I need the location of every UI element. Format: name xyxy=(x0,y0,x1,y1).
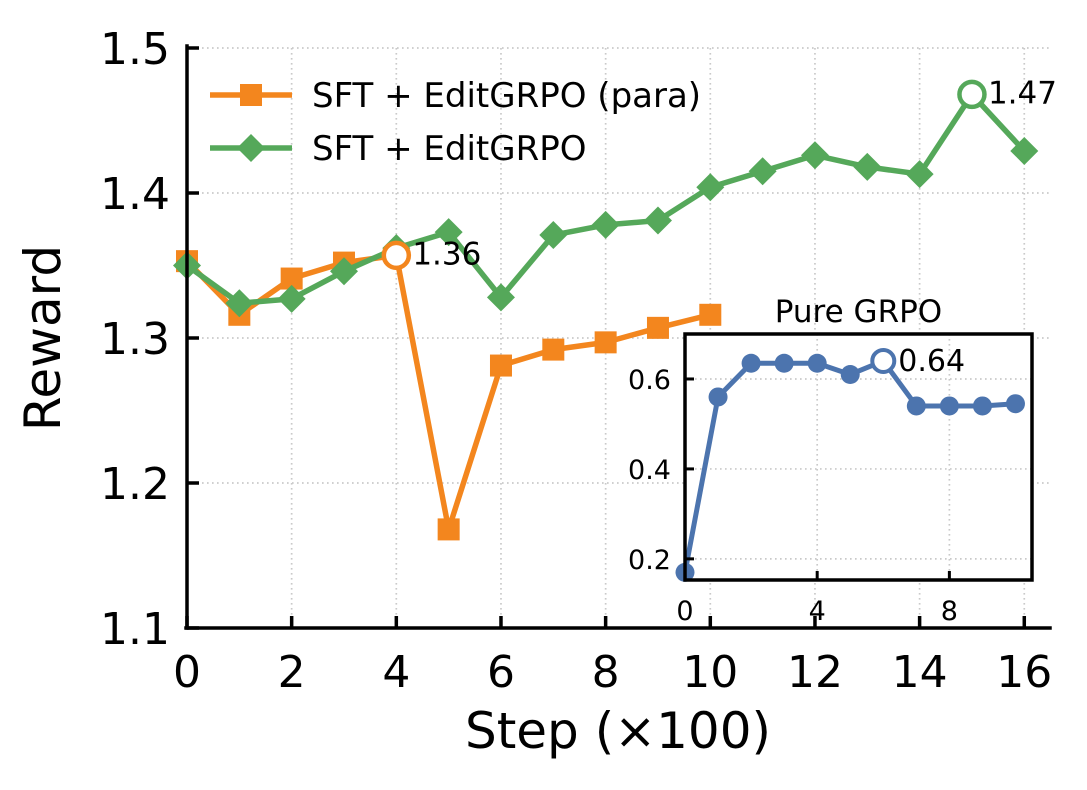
inset-marker-10 xyxy=(1005,394,1025,414)
series-1-marker-9 xyxy=(643,206,672,235)
series-0-marker-7 xyxy=(542,338,565,361)
inset-marker-1 xyxy=(708,387,728,407)
main-axes: 0 2 4 6 8 10 12 14 16 1.1 1.2 1.3 1.4 1.5 Step (×100) R… xyxy=(14,24,1052,760)
x-tick-label-10: 10 xyxy=(682,647,738,698)
series-1-marker-6 xyxy=(486,283,515,312)
y-tick-label-1.3: 1.3 xyxy=(100,314,170,365)
inset-marker-7 xyxy=(906,396,926,416)
inset-y-tick-label-0.6: 0.6 xyxy=(628,365,671,396)
legend: SFT + EditGRPO (para) SFT + EditGRPO xyxy=(210,76,701,169)
x-tick-label-16: 16 xyxy=(996,647,1052,698)
inset-x-tick-label-0: 0 xyxy=(676,596,693,627)
series-0-marker-5 xyxy=(437,518,460,541)
x-tick-label-2: 2 xyxy=(278,647,306,698)
series-0-marker-10 xyxy=(699,303,722,326)
y-tick-label-1.2: 1.2 xyxy=(100,459,170,510)
inset-x-tick-label-4: 4 xyxy=(809,596,826,627)
inset-marker-9 xyxy=(972,396,992,416)
series-0-marker-8 xyxy=(594,331,617,354)
series-1-marker-11 xyxy=(748,157,777,186)
legend-label-1: SFT + EditGRPO xyxy=(312,129,587,169)
series-1-marker-8 xyxy=(591,210,620,239)
x-tick-label-8: 8 xyxy=(592,647,620,698)
x-tick-label-12: 12 xyxy=(787,647,843,698)
legend-marker-0 xyxy=(240,84,262,106)
series-1-marker-3 xyxy=(329,257,358,286)
annotation-0: 1.36 xyxy=(412,236,481,272)
series-1-marker-12 xyxy=(800,141,829,170)
legend-label-0: SFT + EditGRPO (para) xyxy=(312,76,701,116)
inset-title: Pure GRPO xyxy=(775,294,942,330)
series-1-marker-2 xyxy=(277,284,306,313)
series-0-marker-2 xyxy=(280,267,303,290)
inset-marker-3 xyxy=(774,353,794,373)
legend-item-1: SFT + EditGRPO xyxy=(210,129,587,169)
series-1-marker-7 xyxy=(539,221,568,250)
highlight-circle-0 xyxy=(381,240,412,271)
inset-marker-2 xyxy=(741,353,761,373)
annotation-1: 1.47 xyxy=(988,75,1057,111)
inset-chart: 0.64 0 4 8 0.2 0.4 0.6 Pure GRPO xyxy=(628,294,1034,627)
series-1-marker-1 xyxy=(225,289,254,318)
series-0-marker-9 xyxy=(646,316,669,339)
y-tick-label-1.4: 1.4 xyxy=(100,169,170,220)
inset-annotation: 0.64 xyxy=(898,344,965,379)
highlight-circle-1 xyxy=(957,79,987,110)
inset-marker-8 xyxy=(939,396,959,416)
y-tick-label-1.1: 1.1 xyxy=(100,604,170,655)
inset-y-tick-label-0.4: 0.4 xyxy=(628,455,671,486)
legend-marker-1 xyxy=(237,134,265,162)
series-0-marker-6 xyxy=(489,354,512,377)
x-tick-label-14: 14 xyxy=(892,647,948,698)
series-1-marker-14 xyxy=(905,160,934,189)
x-tick-label-4: 4 xyxy=(382,647,410,698)
x-tick-label-6: 6 xyxy=(487,647,515,698)
inset-marker-4 xyxy=(807,353,827,373)
y-tick-label-1.5: 1.5 xyxy=(100,24,170,75)
series-1-marker-16 xyxy=(1010,136,1039,165)
series-1-marker-5 xyxy=(434,218,463,247)
inset-x-tick-label-8: 8 xyxy=(941,596,958,627)
legend-item-0: SFT + EditGRPO (para) xyxy=(210,76,701,116)
series-1-marker-10 xyxy=(696,173,725,202)
inset-border xyxy=(683,332,1034,582)
x-tick-label-0: 0 xyxy=(173,647,201,698)
inset-highlight-circle xyxy=(870,347,897,374)
x-axis-label: Step (×100) xyxy=(465,702,771,760)
series-1-marker-13 xyxy=(853,152,882,181)
inset-y-tick-label-0.2: 0.2 xyxy=(628,545,671,576)
y-axis-label: Reward xyxy=(14,245,72,431)
inset-marker-5 xyxy=(840,364,860,384)
